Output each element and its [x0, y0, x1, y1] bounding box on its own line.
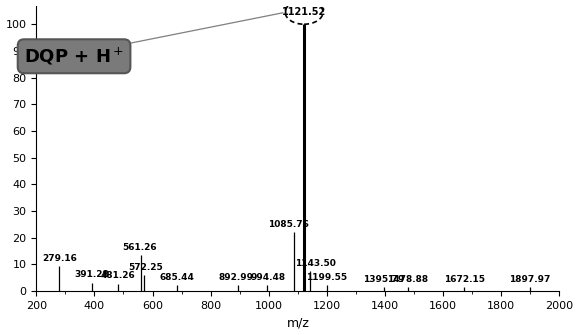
Text: 561.26: 561.26	[122, 243, 157, 252]
Text: 572.25: 572.25	[129, 263, 163, 272]
X-axis label: m/z: m/z	[287, 317, 309, 329]
Text: 685.44: 685.44	[160, 273, 195, 282]
Text: 1121.52: 1121.52	[282, 7, 326, 17]
Text: 279.16: 279.16	[42, 254, 77, 263]
Text: 1143.50: 1143.50	[295, 259, 336, 268]
Text: 1395.79: 1395.79	[363, 275, 404, 284]
Text: 1199.55: 1199.55	[306, 273, 347, 282]
Text: 1085.76: 1085.76	[268, 220, 309, 229]
Text: 994.48: 994.48	[251, 273, 286, 282]
Text: 481.26: 481.26	[101, 271, 135, 280]
Text: DQP + H$^+$: DQP + H$^+$	[24, 46, 124, 67]
Text: 892.99: 892.99	[218, 273, 254, 282]
Text: 1897.97: 1897.97	[509, 275, 551, 284]
Ellipse shape	[285, 0, 323, 24]
Text: 391.28: 391.28	[75, 270, 109, 279]
Text: 1672.15: 1672.15	[444, 275, 485, 284]
Text: 1478.88: 1478.88	[387, 275, 428, 284]
